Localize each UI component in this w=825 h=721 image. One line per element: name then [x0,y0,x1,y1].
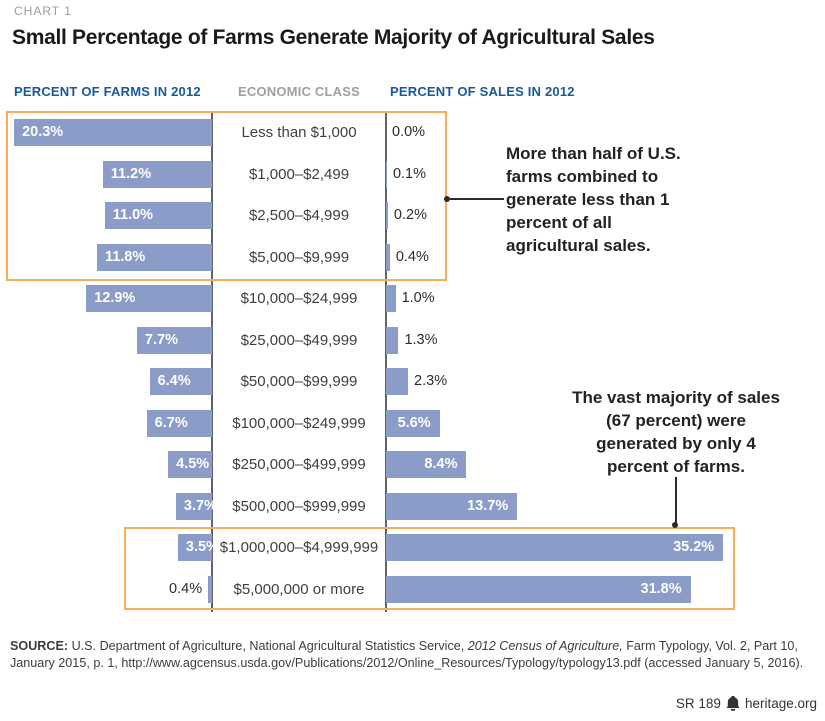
chart-title: Small Percentage of Farms Generate Major… [12,26,655,49]
sales-value-label: 13.7% [467,497,509,514]
sales-bar [386,368,409,396]
column-header-farms: PERCENT OF FARMS IN 2012 [14,84,201,99]
source-text: Farm Typology, Vol. 2, Part 10, January … [10,639,804,670]
sales-value-label: 2.3% [414,373,448,390]
chart-kicker: CHART 1 [14,4,72,18]
sales-value-label: 35.2% [673,539,715,556]
heritage-liberty-bell-icon [726,696,740,711]
annotation-large-farms-dot [672,522,678,528]
annotation-small-farms-line [450,198,504,200]
column-header-economic-class: ECONOMIC CLASS [238,84,360,99]
economic-class-label: $5,000–$9,999 [248,248,350,266]
economic-class-label: $25,000–$49,999 [240,331,358,349]
sales-value-label: 5.6% [397,414,431,431]
farms-bar [14,119,212,147]
farms-value-label: 6.4% [157,373,191,390]
sales-bar [386,451,467,479]
farms-value-label: 3.5% [185,539,219,556]
economic-class-label: $500,000–$999,999 [232,497,366,515]
annotation-small-farms: More than half of U.S. farms combined to… [506,144,681,255]
farms-bar [175,492,212,520]
farms-bar [102,160,212,188]
economic-class-label: $1,000–$2,499 [248,165,350,183]
sales-bar [386,326,399,354]
farms-bar [177,534,212,562]
report-id: SR 189 [675,696,721,711]
economic-class-label: $100,000–$249,999 [232,414,366,432]
farms-value-label: 12.9% [94,290,136,307]
economic-class-label: $250,000–$499,999 [232,456,366,473]
sales-bar [386,243,390,271]
sales-value-label: 0.2% [393,207,427,224]
site-name: heritage.org [744,696,817,711]
sales-bar [386,285,396,313]
source-label: SOURCE: [10,639,69,653]
source-publication-title: 2012 Census of Agriculture, [467,639,623,653]
farms-value-label: 11.2% [110,165,152,182]
sales-value-label: 0.0% [392,124,426,141]
sales-bar [386,160,387,188]
footer: SR 189 heritage.org [676,696,817,711]
farms-value-label: 7.7% [144,331,178,348]
economic-class-label: $2,500–$4,999 [248,207,350,224]
sales-value-label: 0.4% [395,248,429,265]
farms-bar [168,451,212,479]
economic-class-column-left-border [211,112,213,612]
farms-value-label: 0.4% [169,580,203,597]
farms-bar [146,409,212,437]
farms-value-label: 11.0% [112,207,154,224]
sales-bar [386,492,518,520]
farms-bar [136,326,212,354]
farms-value-label: 20.3% [22,124,64,141]
sales-value-label: 1.0% [401,290,435,307]
farms-bar [86,285,212,313]
farms-value-label: 4.5% [176,456,210,473]
source-text: U.S. Department of Agriculture, National… [68,639,468,653]
sales-bar [386,409,440,437]
sales-value-label: 0.1% [392,165,427,182]
highlight-box-small-farms [6,111,447,281]
highlight-box-large-farms [124,527,735,610]
farms-bar [208,575,212,603]
economic-class-label: $1,000,000–$4,999,999 [219,539,379,556]
farms-bar [96,243,212,271]
sales-bar [386,575,691,603]
annotation-large-farms: The vast majority of sales (67 percent) … [572,388,780,476]
source-note: SOURCE: U.S. Department of Agriculture, … [10,638,814,672]
farms-bar [104,202,212,230]
farms-value-label: 11.8% [104,248,146,265]
sales-value-label: 8.4% [424,456,458,473]
economic-class-label: Less than $1,000 [241,124,357,141]
sales-value-label: 1.3% [404,331,438,348]
annotation-large-farms-line [675,477,677,525]
farms-bar [149,368,212,396]
economic-class-column-right-border [385,112,387,612]
economic-class-label: $5,000,000 or more [233,580,365,598]
economic-class-label: $10,000–$24,999 [240,290,358,307]
sales-bar [386,202,388,230]
farms-value-label: 3.7% [183,497,217,514]
sales-bar [386,534,724,562]
annotation-small-farms-dot [444,196,450,202]
economic-class-label: $50,000–$99,999 [240,373,358,390]
farms-value-label: 6.7% [154,414,188,431]
sales-value-label: 31.8% [640,580,682,597]
column-header-sales: PERCENT OF SALES IN 2012 [390,84,575,99]
